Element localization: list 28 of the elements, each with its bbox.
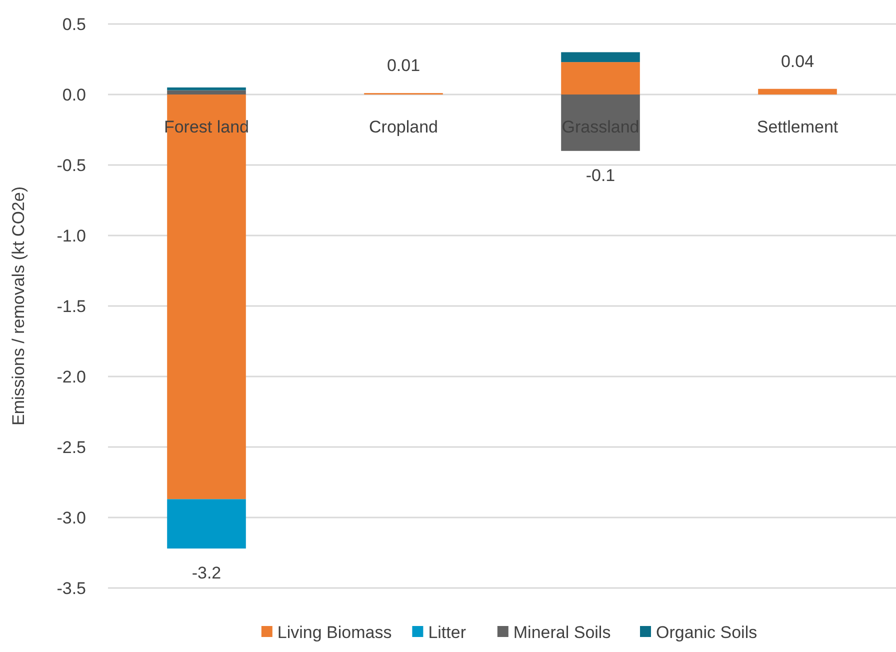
legend-label: Mineral Soils xyxy=(513,623,611,642)
y-tick-label: -3.5 xyxy=(56,578,86,598)
y-tick-label: 0.0 xyxy=(62,85,86,104)
total-label: 0.01 xyxy=(386,56,420,76)
y-axis-title: Emissions / removals (kt CO2e) xyxy=(9,186,28,426)
y-tick-label: -2.5 xyxy=(56,438,86,457)
y-tick-label: -2.0 xyxy=(56,367,86,386)
bar xyxy=(167,499,246,549)
y-tick-label: -1.5 xyxy=(56,296,86,316)
x-tick-label: Settlement xyxy=(756,118,838,136)
total-label: -0.1 xyxy=(586,166,616,185)
y-tick-label: 0.5 xyxy=(62,14,86,34)
total-label: 0.04 xyxy=(780,52,814,71)
x-tick-label: Cropland xyxy=(369,118,438,136)
total-label: -3.2 xyxy=(192,564,222,583)
bar xyxy=(167,94,246,500)
bar xyxy=(167,90,246,94)
bar xyxy=(561,52,640,62)
legend-label: Living Biomass xyxy=(277,623,392,642)
legend-label: Litter xyxy=(428,623,466,642)
bar xyxy=(167,87,246,90)
y-tick-label: -1.0 xyxy=(56,226,86,246)
bar xyxy=(561,62,640,94)
y-tick-label: -3.0 xyxy=(56,508,86,528)
bar xyxy=(758,88,837,94)
bar xyxy=(561,94,640,151)
y-tick-label: -0.5 xyxy=(56,156,86,175)
legend-label: Organic Soils xyxy=(656,623,758,642)
